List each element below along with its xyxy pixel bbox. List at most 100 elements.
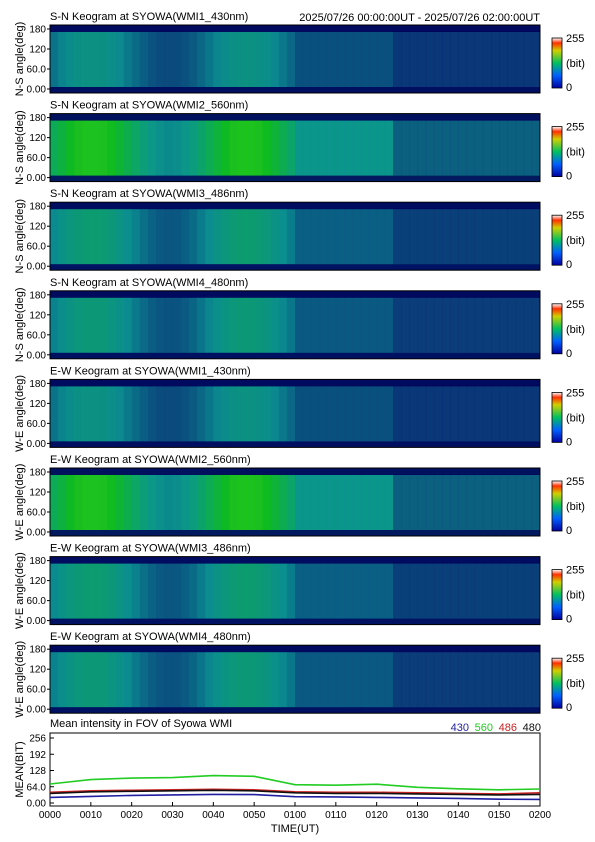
keogram-ytick-label: 60.0 — [27, 330, 47, 341]
keogram-ytick-label: 0.00 — [27, 173, 47, 184]
colorbar — [551, 214, 563, 266]
lineplot-xlabel: TIME(UT) — [271, 823, 319, 835]
colorbar-min-label: 0 — [566, 436, 572, 448]
lineplot-ytick-label: 0.00 — [27, 799, 47, 810]
colorbar-min-label: 0 — [566, 259, 572, 271]
keogram-ylabel: N-S angle(deg) — [14, 22, 26, 97]
keogram-ytick-label: 180 — [29, 25, 46, 36]
series-line-430 — [49, 793, 541, 801]
colorbar-unit-label: (bit) — [566, 412, 585, 424]
lineplot-xtick-label: 0040 — [202, 810, 225, 821]
series-line-486 — [49, 788, 541, 795]
keogram-title: E-W Keogram at SYOWA(WMI4_480nm) — [50, 631, 251, 643]
colorbar — [551, 657, 563, 709]
lineplot-xtick-label: 0100 — [284, 810, 307, 821]
colorbar-max-label: 255 — [566, 387, 584, 399]
keogram-ytick-label: 0.00 — [27, 262, 47, 273]
lineplot-ytick-label: 256 — [29, 734, 46, 745]
keogram-title: S-N Keogram at SYOWA(WMI4_480nm) — [50, 277, 248, 289]
keogram-image — [50, 25, 540, 93]
lineplot-title: Mean intensity in FOV of Syowa WMI — [50, 718, 232, 730]
lineplot-xtick-label: 0000 — [39, 810, 62, 821]
lineplot-ylabel: MEAN(BIT) — [14, 741, 26, 797]
colorbar-min-label: 0 — [566, 82, 572, 94]
keogram-ytick-label: 0.00 — [27, 616, 47, 627]
keogram-ylabel: W-E angle(deg) — [14, 375, 26, 452]
keogram-panel: S-N Keogram at SYOWA(WMI2_560nm) N-S angl… — [14, 100, 585, 185]
keogram-ytick-label: 180 — [29, 290, 46, 301]
legend-entry: 486 — [499, 722, 517, 734]
keogram-image — [50, 556, 540, 625]
keogram-ytick-label: 0.00 — [27, 350, 47, 361]
keogram-image — [50, 645, 540, 714]
lineplot-xtick-label: 0150 — [488, 810, 511, 821]
colorbar-max-label: 255 — [566, 565, 584, 577]
keogram-title: E-W Keogram at SYOWA(WMI1_430nm) — [50, 365, 251, 377]
lineplot-xtick-label: 0030 — [161, 810, 184, 821]
keogram-ytick-label: 60.0 — [27, 685, 47, 696]
keogram-image — [50, 379, 540, 448]
colorbar-min-label: 0 — [566, 525, 572, 537]
keogram-ytick-label: 0.00 — [27, 439, 47, 450]
keogram-ytick-label: 60.0 — [27, 65, 47, 76]
keogram-ytick-label: 120 — [29, 399, 46, 410]
keogram-frame — [49, 201, 541, 271]
keogram-ytick-label: 60.0 — [27, 153, 47, 164]
colorbar-unit-label: (bit) — [566, 501, 585, 513]
keogram-image — [50, 202, 540, 271]
keogram-panel: S-N Keogram at SYOWA(WMI1_430nm) N-S angl… — [14, 11, 585, 96]
colorbar — [551, 303, 563, 355]
lineplot-xtick-label: 0110 — [325, 810, 347, 821]
colorbar — [551, 37, 563, 89]
keogram-ytick-label: 120 — [29, 576, 46, 587]
keogram-panel: E-W Keogram at SYOWA(WMI3_486nm) W-E angl… — [14, 543, 585, 629]
colorbar — [551, 569, 563, 620]
keogram-image — [50, 113, 540, 182]
keogram-title: E-W Keogram at SYOWA(WMI3_486nm) — [50, 543, 251, 555]
keogram-image — [50, 468, 540, 536]
keogram-panel: S-N Keogram at SYOWA(WMI3_486nm) N-S angl… — [14, 188, 585, 273]
keogram-ytick-label: 0.00 — [27, 85, 47, 96]
keogram-panel: S-N Keogram at SYOWA(WMI4_480nm) N-S angl… — [14, 277, 585, 362]
keogram-ytick-label: 120 — [29, 133, 46, 144]
colorbar — [551, 391, 563, 443]
keogram-ytick-label: 60.0 — [27, 419, 47, 430]
colorbar-unit-label: (bit) — [566, 147, 585, 159]
keogram-panel: E-W Keogram at SYOWA(WMI4_480nm) W-E angl… — [14, 631, 585, 717]
series-line-480 — [49, 789, 541, 796]
colorbar-min-label: 0 — [566, 614, 572, 626]
keogram-ytick-label: 60.0 — [27, 596, 47, 607]
lineplot-xtick-label: 0140 — [447, 810, 470, 821]
lineplot-xtick-label: 0010 — [80, 810, 103, 821]
legend-entry: 560 — [475, 722, 493, 734]
keogram-ytick-label: 0.00 — [27, 705, 47, 716]
keogram-ytick-label: 60.0 — [27, 508, 47, 519]
colorbar — [551, 480, 563, 532]
time-range-header: 2025/07/26 00:00:00UT - 2025/07/26 02:00… — [299, 12, 540, 24]
keogram-frame — [49, 467, 541, 537]
colorbar-max-label: 255 — [566, 299, 584, 311]
keogram-frame — [49, 644, 541, 714]
colorbar-unit-label: (bit) — [566, 678, 585, 690]
keogram-title: S-N Keogram at SYOWA(WMI1_430nm) — [50, 11, 248, 23]
keogram-ytick-label: 120 — [29, 665, 46, 676]
keogram-title: S-N Keogram at SYOWA(WMI2_560nm) — [50, 100, 248, 112]
keogram-ytick-label: 120 — [29, 488, 46, 499]
colorbar-max-label: 255 — [566, 653, 584, 665]
keogram-ytick-label: 180 — [29, 379, 46, 390]
keogram-frame — [49, 556, 541, 626]
keogram-ytick-label: 180 — [29, 468, 46, 479]
lineplot-xtick-label: 0020 — [121, 810, 144, 821]
lineplot-xtick-label: 0130 — [406, 810, 429, 821]
lineplot-ytick-label: 64.0 — [27, 782, 47, 793]
colorbar-unit-label: (bit) — [566, 324, 585, 336]
keogram-ytick-label: 0.00 — [27, 528, 47, 539]
keogram-frame — [49, 113, 541, 183]
keogram-frame — [49, 378, 541, 448]
keogram-ylabel: N-S angle(deg) — [14, 288, 26, 363]
series-line-560 — [49, 774, 541, 791]
keogram-ylabel: N-S angle(deg) — [14, 199, 26, 274]
colorbar-unit-label: (bit) — [566, 590, 585, 602]
keogram-frame — [49, 290, 541, 360]
